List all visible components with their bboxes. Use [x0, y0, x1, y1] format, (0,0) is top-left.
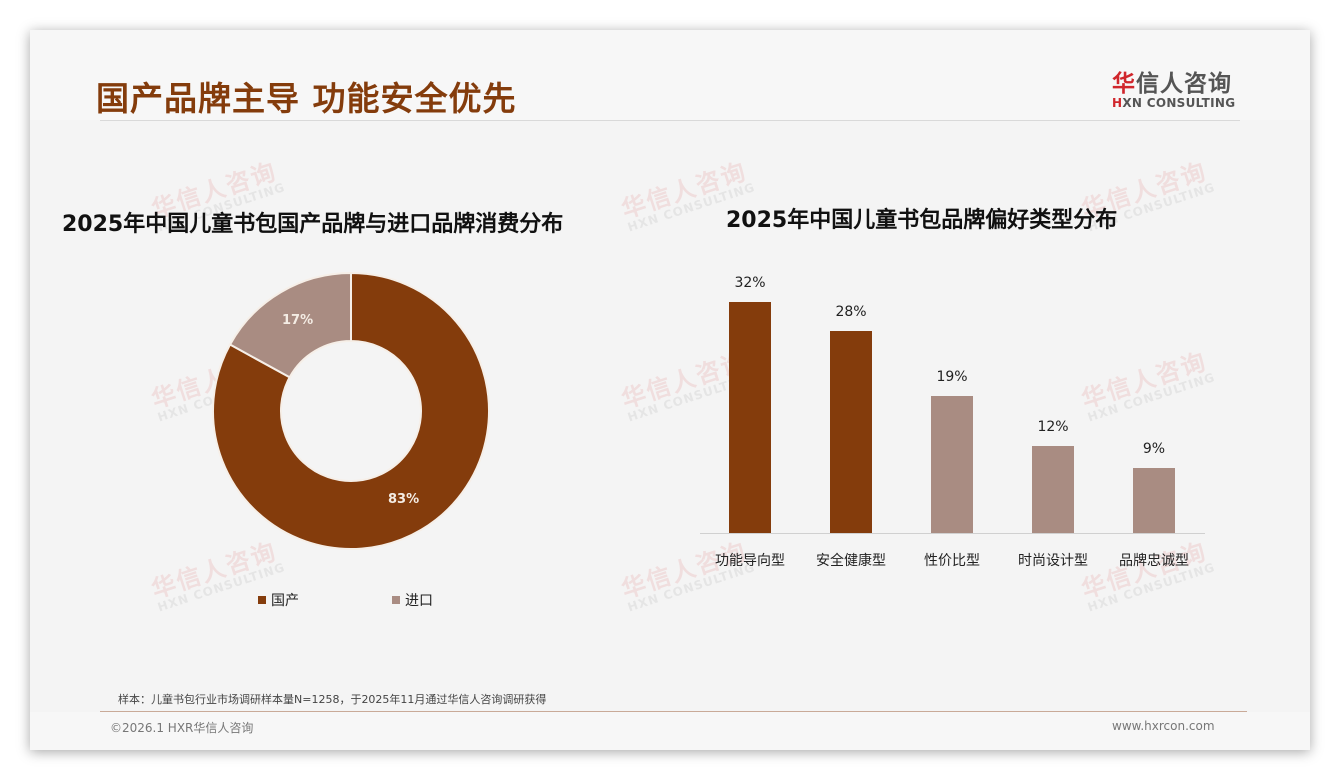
bar-category-label: 品牌忠诚型 [1119, 553, 1189, 569]
bar-category-label: 性价比型 [924, 553, 980, 569]
bar-value-label: 32% [734, 275, 766, 291]
bar [1032, 446, 1074, 533]
footer-divider [100, 711, 1247, 712]
x-axis-line [700, 533, 1205, 534]
legend-label: 进口 [405, 593, 433, 609]
logo-cn-text: 信人咨询 [1136, 71, 1232, 97]
bar-category-label: 功能导向型 [715, 553, 785, 569]
header-divider [100, 120, 1240, 121]
brand-logo: 华信人咨询 HXN CONSULTING [1112, 64, 1242, 110]
bar-value-label: 12% [1037, 419, 1069, 436]
bar-category-label: 安全健康型 [816, 553, 886, 569]
slice-label-domestic: 83% [388, 492, 420, 507]
bar [729, 302, 771, 533]
header-band [30, 30, 1310, 120]
logo-en: HXN CONSULTING [1112, 96, 1242, 110]
bar-value-label: 9% [1142, 441, 1166, 458]
bar [931, 395, 973, 533]
sample-note: 样本：儿童书包行业市场调研样本量N=1258，于2025年11月通过华信人咨询调… [118, 693, 547, 706]
slice-label-imported: 17% [282, 313, 314, 328]
bar-category-label: 时尚设计型 [1018, 553, 1088, 569]
bar [1133, 468, 1175, 533]
website-link[interactable]: www.hxrcon.com [1112, 719, 1215, 733]
copyright: ©2026.1 HXR华信人咨询 [110, 721, 254, 735]
logo-en-text: XN CONSULTING [1122, 96, 1236, 110]
donut-slice [228, 272, 352, 379]
logo-en-mark: H [1112, 96, 1123, 110]
legend-item-domestic: 国产 [258, 590, 299, 610]
legend-swatch [258, 596, 266, 604]
donut-slice [212, 272, 490, 550]
bar-value-label: 19% [936, 368, 968, 385]
slide: 国产品牌主导 功能安全优先 华信人咨询 HXN CONSULTING 华信人咨询… [30, 30, 1310, 750]
bar-value-label: 28% [835, 303, 867, 320]
page-title: 国产品牌主导 功能安全优先 [96, 79, 517, 118]
legend-item-imported: 进口 [392, 590, 433, 610]
footer-band [30, 712, 1310, 750]
legend-swatch [392, 596, 400, 604]
logo-cn: 华信人咨询 [1112, 64, 1242, 98]
bar [830, 330, 872, 533]
bar-chart: 32% 功能导向型 28% 安全健康型 19% 性价比型 12% 时尚设计型 9% 品牌忠诚型 [700, 270, 1210, 580]
legend-label: 国产 [271, 593, 299, 609]
bar-chart-title: 2025年中国儿童书包品牌偏好类型分布 [726, 208, 1118, 233]
donut-chart [212, 272, 490, 550]
donut-chart-title: 2025年中国儿童书包国产品牌与进口品牌消费分布 [62, 212, 564, 237]
logo-cn-mark: 华 [1112, 71, 1136, 97]
